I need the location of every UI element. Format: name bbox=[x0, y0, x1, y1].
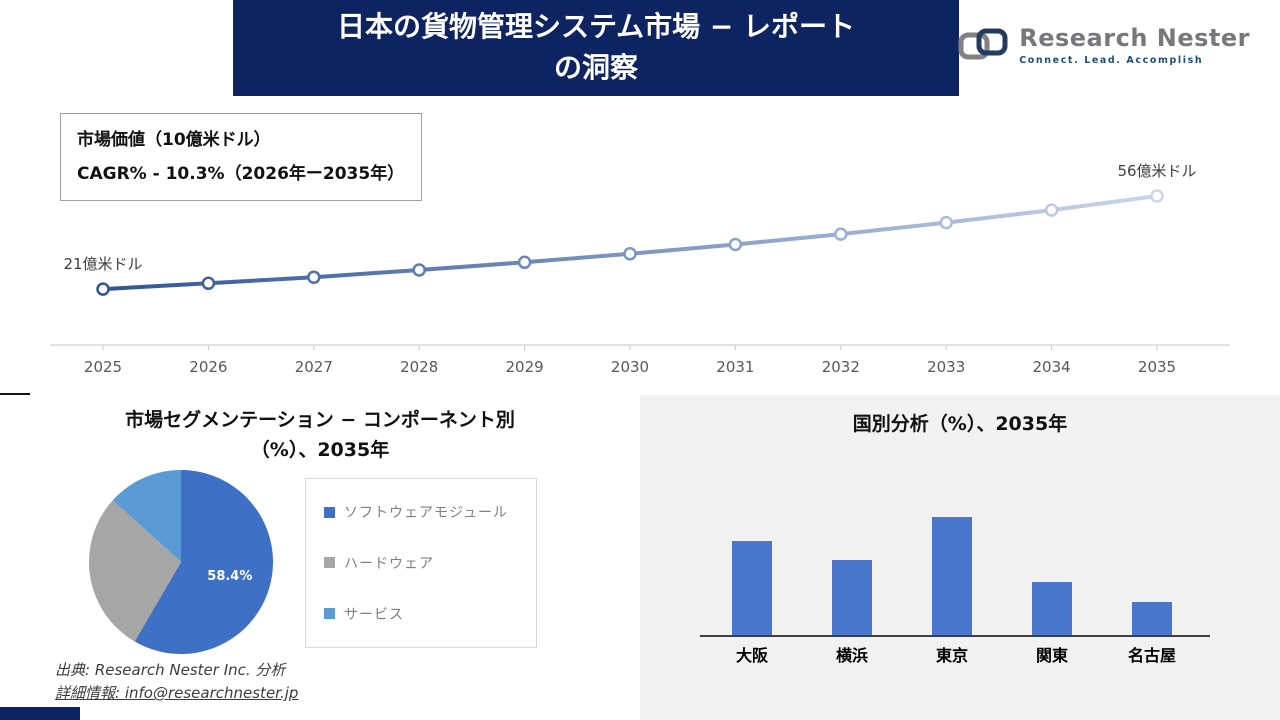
research-nester-logo: Research Nester Connect. Lead. Accomplis… bbox=[957, 24, 1250, 66]
segmentation-title-line1: 市場セグメンテーション − コンポーネント別 bbox=[125, 409, 515, 431]
bar-label-大阪: 大阪 bbox=[735, 646, 768, 665]
legend-item-0: ソフトウェアモジュール bbox=[324, 502, 518, 522]
market-forecast-line-chart: 21億米ドル 56億米ドル 2025 2026 2027 2028 2029 2030 203… bbox=[50, 162, 1230, 376]
bar-東京 bbox=[932, 517, 972, 635]
logo-tagline: Connect. Lead. Accomplish bbox=[1019, 55, 1204, 66]
pie-slice-0 bbox=[134, 470, 274, 654]
data-point-2035 bbox=[1150, 189, 1164, 203]
legend-item-2: サービス bbox=[324, 604, 518, 624]
x-tick-label-2029: 2029 bbox=[506, 358, 544, 376]
x-tick-label-2027: 2027 bbox=[295, 358, 333, 376]
source-line: 出典: Research Nester Inc. 分析 bbox=[55, 661, 286, 679]
data-point-2027 bbox=[307, 270, 321, 284]
legend-label: ソフトウェアモジュール bbox=[344, 505, 509, 522]
segmentation-title-line2: （%）、2035年 bbox=[250, 439, 390, 462]
segmentation-title: 市場セグメンテーション − コンポーネント別 （%）、2035年 bbox=[0, 405, 640, 466]
logo-name: Research Nester bbox=[1019, 24, 1250, 52]
market-value-label: 市場価値（10億米ドル） bbox=[77, 130, 271, 150]
x-tick-label-2035: 2035 bbox=[1138, 358, 1176, 376]
pie-legend: ソフトウェアモジュール ハードウェア サービス bbox=[305, 478, 537, 648]
pie-slice-2 bbox=[112, 470, 181, 562]
country-analysis-section: 国別分析（%）、2035年 大阪 横浜 東京 関東 名古屋 bbox=[640, 395, 1280, 720]
x-axis-ticks: 2025 2026 2027 2028 2029 2030 2031 2032 2033 2034… bbox=[84, 345, 1176, 376]
end-value-label: 56億米ドル bbox=[1117, 162, 1196, 180]
bar-axis-line bbox=[700, 635, 1210, 637]
legend-item-1: ハードウェア bbox=[324, 553, 518, 573]
legend-label: ハードウェア bbox=[344, 555, 434, 572]
data-point-2025 bbox=[96, 282, 110, 296]
country-bar-chart bbox=[732, 517, 1172, 635]
title-banner: 日本の貨物管理システム市場 − レポート の洞察 bbox=[233, 0, 959, 96]
source-note: 出典: Research Nester Inc. 分析 詳細情報: info@r… bbox=[55, 659, 298, 706]
market-value-box: 市場価値（10億米ドル） CAGR% - 10.3%（2026年ー2035年） bbox=[60, 113, 422, 201]
page-title-line2: の洞察 bbox=[553, 51, 638, 84]
x-tick-label-2033: 2033 bbox=[927, 358, 965, 376]
legend-swatch-icon bbox=[324, 557, 335, 569]
bar-label-関東: 関東 bbox=[1035, 646, 1068, 665]
bar-label-名古屋: 名古屋 bbox=[1127, 646, 1176, 665]
forecast-line bbox=[102, 194, 1158, 292]
legend-swatch-icon bbox=[324, 506, 335, 518]
data-point-2030 bbox=[623, 247, 637, 261]
accent-bar-bottom bbox=[0, 707, 80, 720]
data-point-2034 bbox=[1044, 203, 1059, 217]
line-plot: 21億米ドル 56億米ドル bbox=[63, 162, 1197, 296]
page-title-line1: 日本の貨物管理システム市場 − レポート bbox=[336, 10, 856, 44]
pie-data-label: 58.4% bbox=[207, 569, 252, 584]
logo-text: Research Nester Connect. Lead. Accomplis… bbox=[1019, 24, 1250, 66]
cagr-label: CAGR% - 10.3%（2026年ー2035年） bbox=[77, 164, 405, 184]
start-value-label: 21億米ドル bbox=[63, 255, 142, 273]
legend-swatch-icon bbox=[324, 608, 335, 620]
data-point-2033 bbox=[939, 215, 953, 230]
legend-label: サービス bbox=[344, 606, 404, 623]
x-tick-label-2034: 2034 bbox=[1033, 358, 1071, 376]
logo-icon bbox=[958, 28, 1008, 60]
bar-横浜 bbox=[832, 560, 872, 635]
segmentation-section: 市場セグメンテーション − コンポーネント別 （%）、2035年 58.4% ソ… bbox=[0, 395, 640, 720]
x-tick-label-2028: 2028 bbox=[400, 358, 438, 376]
bar-大阪 bbox=[732, 541, 772, 635]
x-tick-label-2030: 2030 bbox=[611, 358, 649, 376]
x-tick-label-2026: 2026 bbox=[189, 358, 227, 376]
data-point-2026 bbox=[201, 276, 216, 291]
bar-category-labels: 大阪 横浜 東京 関東 名古屋 bbox=[708, 642, 1196, 666]
data-point-2029 bbox=[517, 255, 532, 270]
pie-slice-1 bbox=[89, 500, 181, 642]
contact-email-link[interactable]: 詳細情報: info@researchnester.jp bbox=[55, 684, 299, 703]
data-point-2031 bbox=[728, 237, 743, 252]
x-tick-label-2032: 2032 bbox=[822, 358, 860, 376]
country-analysis-title: 国別分析（%）、2035年 bbox=[852, 413, 1068, 435]
bar-label-横浜: 横浜 bbox=[835, 646, 868, 665]
bar-label-東京: 東京 bbox=[935, 646, 968, 665]
bar-名古屋 bbox=[1132, 602, 1172, 635]
data-point-2028 bbox=[412, 263, 426, 277]
x-tick-label-2031: 2031 bbox=[716, 358, 754, 376]
component-pie-chart: 58.4% bbox=[89, 470, 274, 654]
data-point-2032 bbox=[834, 227, 848, 241]
x-tick-label-2025: 2025 bbox=[84, 358, 122, 376]
bar-関東 bbox=[1032, 582, 1072, 635]
